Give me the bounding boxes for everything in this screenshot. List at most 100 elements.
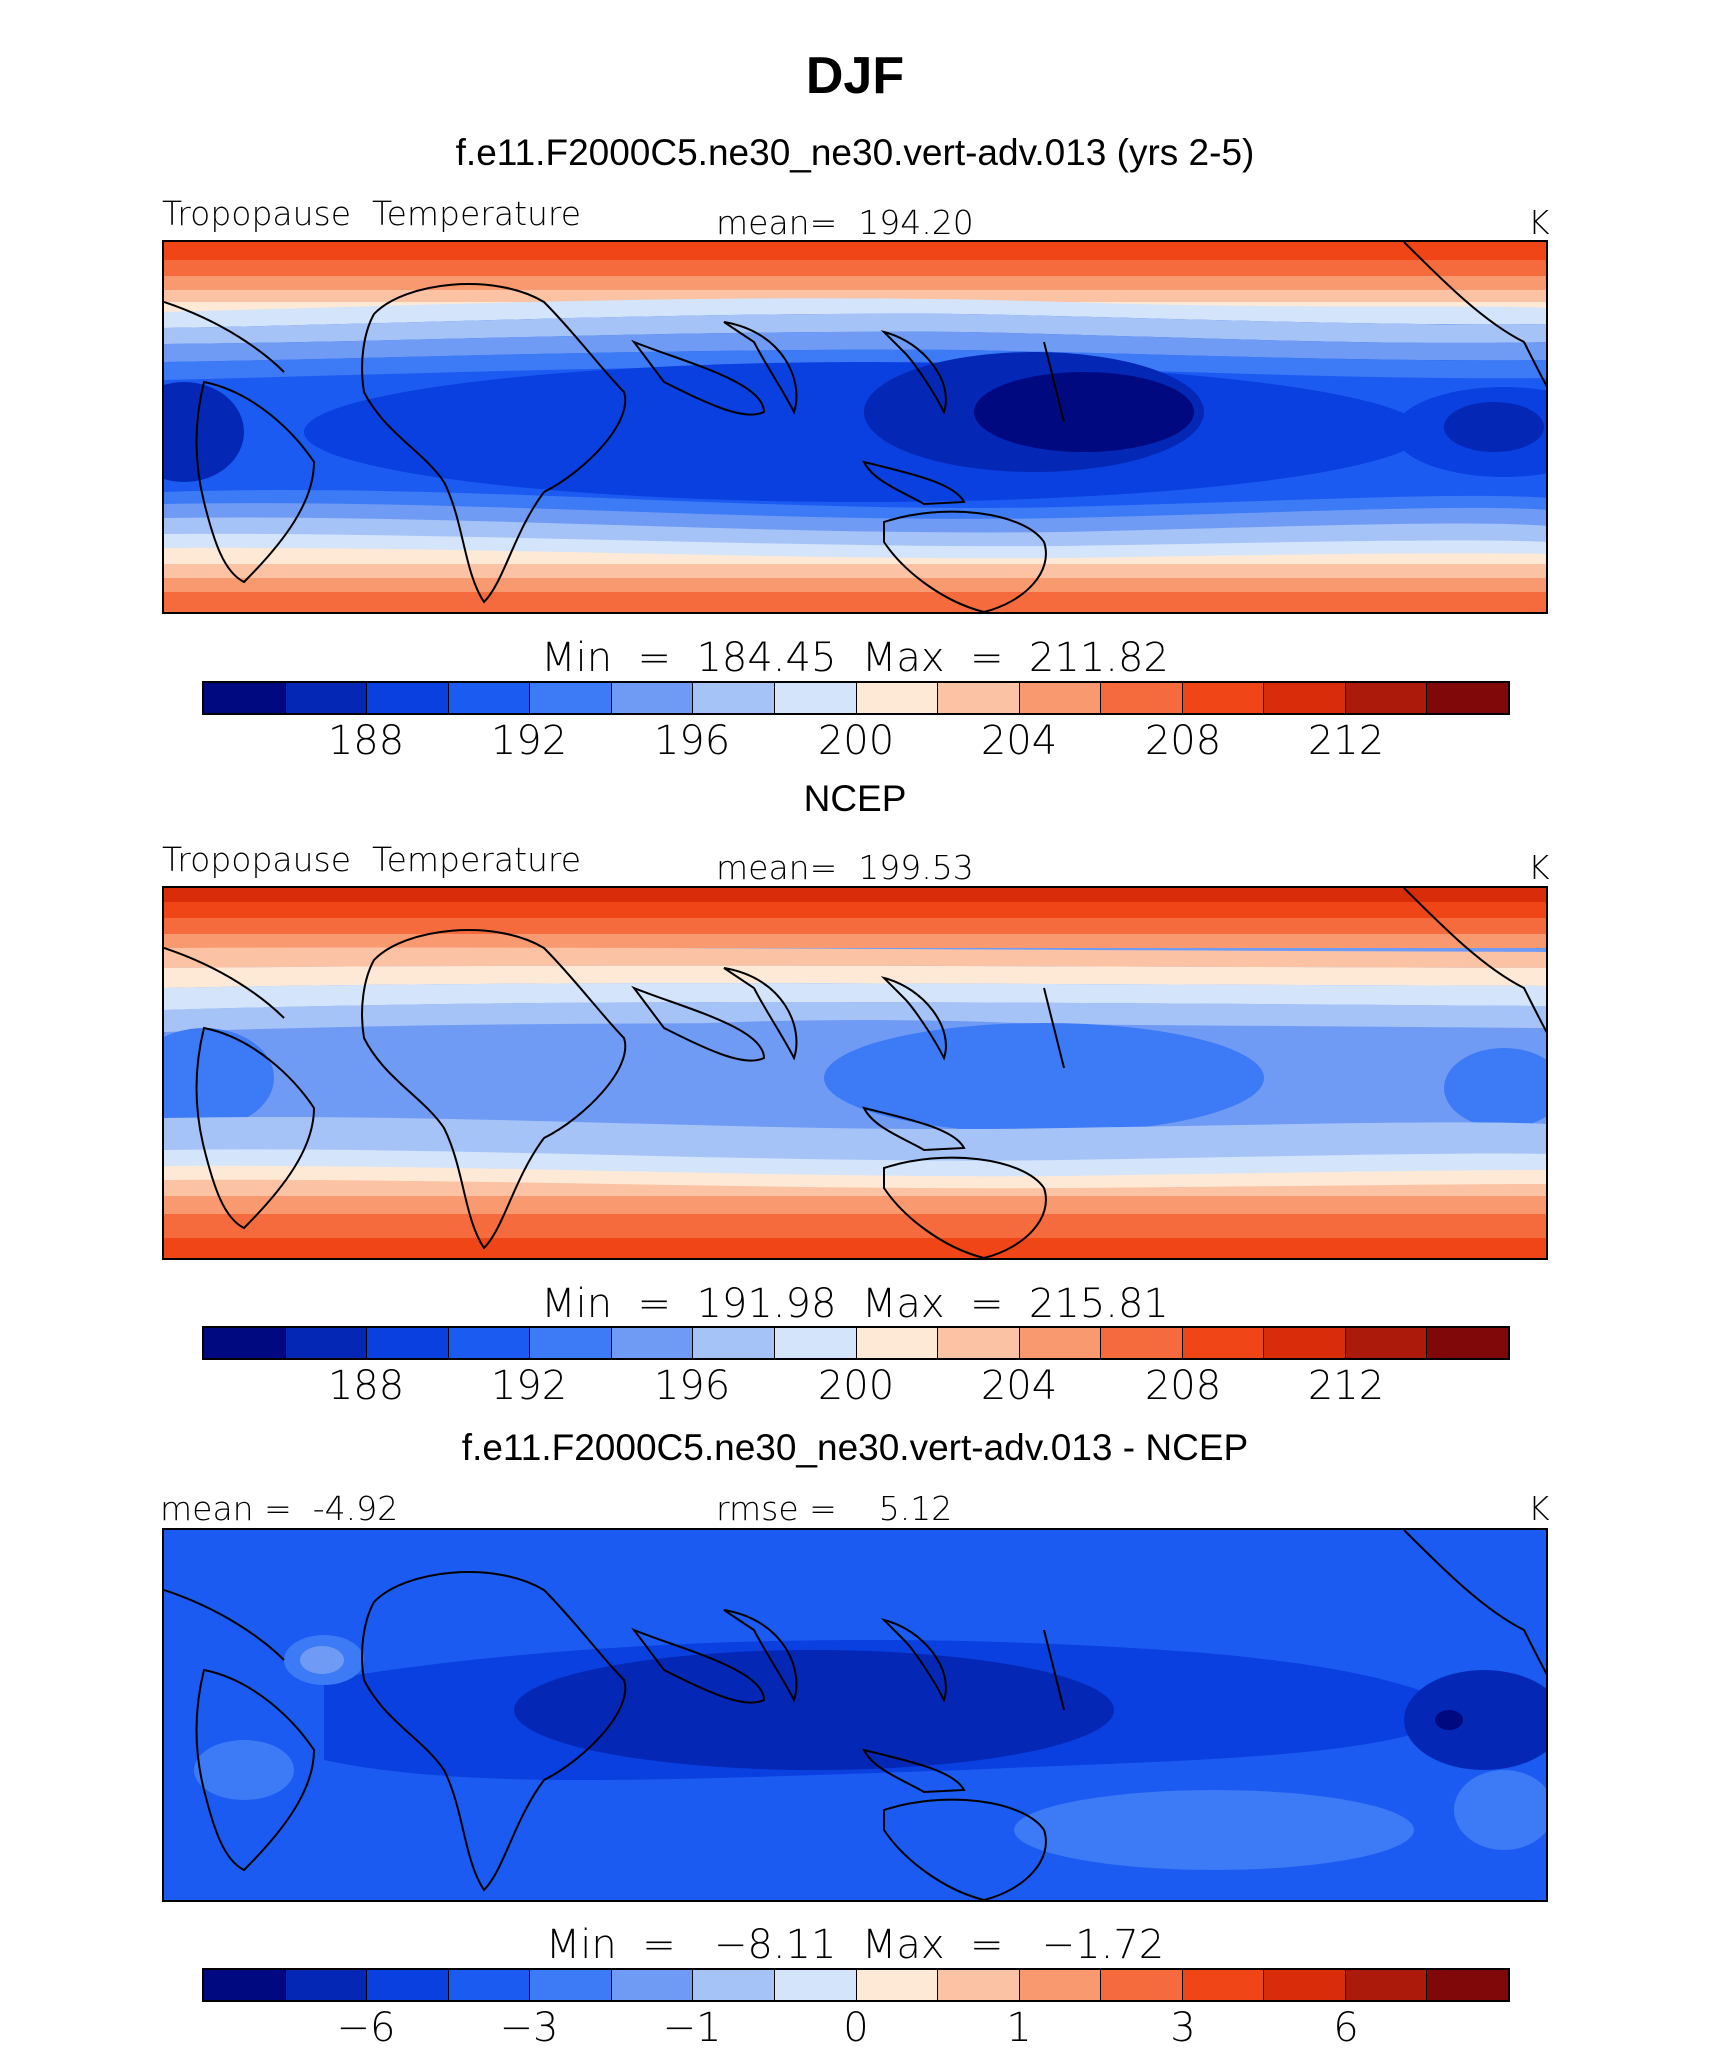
- panel-3-left-label: mean = -4.92: [160, 1489, 399, 1528]
- contour-band-n5: [164, 947, 1546, 968]
- colorbar-tick-label: 196: [653, 718, 731, 764]
- colorbar-swatch: [1264, 683, 1346, 713]
- panel-1-center-label: mean= 194.20: [716, 203, 974, 242]
- contour-band-n1: [164, 242, 1546, 260]
- panel-1-contour-plot: [164, 242, 1546, 612]
- panel-2-colorbar: [202, 1326, 1510, 1360]
- panel-3-map: [162, 1528, 1548, 1902]
- contour-band-n1: [164, 888, 1546, 902]
- panel-3-center-label: rmse = 5.12: [716, 1489, 953, 1528]
- colorbar-swatch: [285, 683, 368, 713]
- contour-band-n2: [164, 902, 1546, 918]
- colorbar-tick-label: 188: [327, 1363, 405, 1409]
- colorbar-tick-label: 204: [980, 1363, 1058, 1409]
- colorbar-tick-label: 212: [1307, 1363, 1385, 1409]
- colorbar-swatch: [693, 1970, 775, 2000]
- colorbar-tick-label: −1: [662, 2005, 722, 2051]
- panel-2-title: NCEP: [803, 778, 907, 819]
- colorbar-tick-label: 196: [653, 1363, 731, 1409]
- colorbar-swatch: [1264, 1328, 1346, 1358]
- panel-3-colorbar: [202, 1968, 1510, 2002]
- contour-band-n2: [164, 260, 1546, 276]
- colorbar-swatch: [204, 683, 286, 713]
- colorbar-swatch: [856, 683, 939, 713]
- contour-region-indian: [514, 1650, 1114, 1770]
- contour-core-west: [164, 382, 244, 482]
- colorbar-swatch: [1182, 1328, 1265, 1358]
- colorbar-tick-label: 208: [1144, 1363, 1222, 1409]
- colorbar-swatch: [530, 683, 612, 713]
- colorbar-tick-label: 1: [1006, 2005, 1032, 2051]
- contour-region-sam: [194, 1740, 294, 1800]
- colorbar-tick-label: 188: [327, 718, 405, 764]
- colorbar-swatch: [774, 1328, 857, 1358]
- contour-band-n3: [164, 276, 1546, 290]
- contour-region-aus: [1454, 1770, 1546, 1850]
- panel-3-contour-plot: [164, 1530, 1546, 1900]
- contour-band-s7: [164, 1238, 1546, 1258]
- colorbar-swatch: [774, 1970, 857, 2000]
- colorbar-tick-label: −3: [499, 2005, 559, 2051]
- colorbar-swatch: [204, 1328, 286, 1358]
- colorbar-tick-label: 200: [817, 718, 895, 764]
- panel-1-units: K: [1528, 203, 1550, 242]
- contour-band-n7: [164, 313, 1546, 344]
- panel-2-left-label: Tropopause Temperature: [162, 840, 582, 879]
- contour-band-n4: [164, 290, 1546, 302]
- colorbar-swatch: [693, 683, 775, 713]
- colorbar-tick-label: 200: [817, 1363, 895, 1409]
- contour-core-tropics: [304, 362, 1424, 502]
- colorbar-swatch: [530, 1970, 612, 2000]
- colorbar-swatch: [204, 1970, 286, 2000]
- contour-core-min: [974, 372, 1194, 452]
- panel-1-colorbar: [202, 681, 1510, 715]
- panel-2-contour-plot: [164, 888, 1546, 1258]
- colorbar-tick-label: 0: [843, 2005, 869, 2051]
- contour-band-n4: [164, 934, 1546, 948]
- colorbar-tick-label: 204: [980, 718, 1058, 764]
- contour-region-south: [1014, 1790, 1414, 1870]
- contour-core-warmpool: [824, 1023, 1264, 1133]
- figure-title: DJF: [805, 47, 905, 105]
- panel-3-title: f.e11.F2000C5.ne30_ne30.vert-adv.013 - N…: [461, 1427, 1249, 1468]
- colorbar-swatch: [367, 683, 449, 713]
- panel-2-min-max: Min = 191.98 Max = 215.81: [541, 1281, 1169, 1327]
- colorbar-swatch: [1019, 683, 1102, 713]
- colorbar-swatch: [530, 1328, 612, 1358]
- colorbar-swatch: [611, 683, 694, 713]
- colorbar-tick-label: 6: [1333, 2005, 1359, 2051]
- contour-band-s8: [164, 592, 1546, 612]
- colorbar-swatch: [1345, 1328, 1428, 1358]
- contour-band-n8: [164, 331, 1546, 362]
- colorbar-swatch: [448, 683, 531, 713]
- panel-2-center-label: mean= 199.53: [716, 848, 974, 887]
- colorbar-tick-label: −6: [336, 2005, 396, 2051]
- coastlines: [164, 888, 1546, 1258]
- colorbar-swatch: [938, 1970, 1020, 2000]
- coastlines: [164, 1530, 1546, 1900]
- colorbar-swatch: [611, 1328, 694, 1358]
- colorbar-swatch: [448, 1970, 531, 2000]
- colorbar-swatch: [938, 1328, 1020, 1358]
- colorbar-swatch: [1427, 683, 1508, 713]
- contour-band-n7: [164, 983, 1546, 1010]
- panel-1-title: f.e11.F2000C5.ne30_ne30.vert-adv.013 (yr…: [455, 132, 1255, 173]
- colorbar-swatch: [774, 683, 857, 713]
- panel-1-left-label: Tropopause Temperature: [162, 194, 582, 233]
- colorbar-swatch: [938, 683, 1020, 713]
- colorbar-swatch: [1427, 1328, 1508, 1358]
- contour-band-s6: [164, 1214, 1546, 1238]
- colorbar-swatch: [1264, 1970, 1346, 2000]
- colorbar-tick-label: 3: [1170, 2005, 1196, 2051]
- panel-1-map: [162, 240, 1548, 614]
- colorbar-swatch: [856, 1970, 939, 2000]
- colorbar-swatch: [1101, 1970, 1183, 2000]
- colorbar-swatch: [693, 1328, 775, 1358]
- colorbar-swatch: [611, 1970, 694, 2000]
- contour-band-s6: [164, 564, 1546, 578]
- contour-core-west: [164, 1028, 274, 1128]
- panel-2-units: K: [1528, 848, 1550, 887]
- colorbar-tick-label: 212: [1307, 718, 1385, 764]
- colorbar-swatch: [285, 1328, 368, 1358]
- contour-band-s5: [164, 1196, 1546, 1214]
